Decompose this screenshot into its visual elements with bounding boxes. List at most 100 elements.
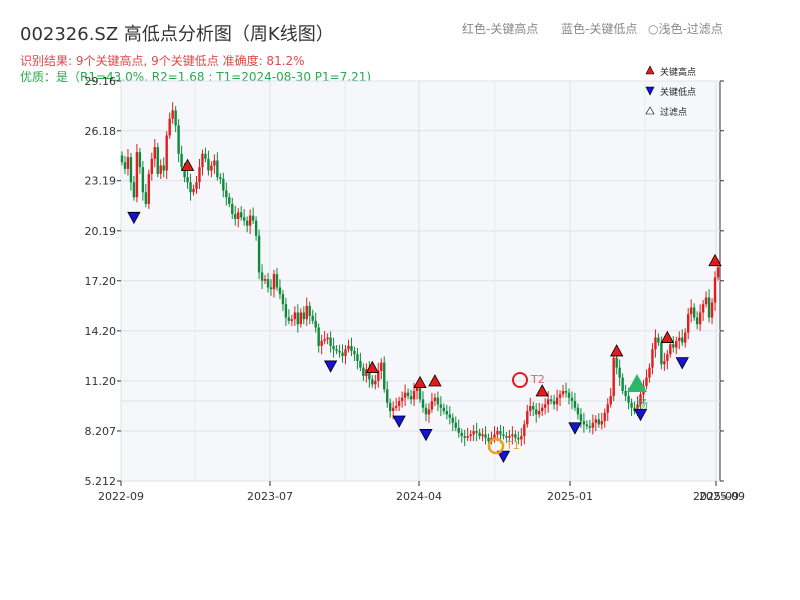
candle-body	[687, 314, 690, 333]
candle-body	[523, 424, 526, 437]
y-tick-label: 29.16	[85, 75, 117, 88]
candle-body	[716, 267, 720, 278]
candle-body	[576, 407, 580, 415]
key-high-marker	[428, 374, 442, 387]
candle-body	[171, 110, 174, 119]
candle-body	[177, 125, 180, 154]
candle-body	[371, 379, 374, 385]
candle-body	[240, 212, 243, 218]
candle-body	[627, 396, 630, 403]
candle-body	[526, 411, 529, 425]
key-low-marker	[675, 357, 689, 370]
candle-body	[186, 177, 189, 183]
candle-body	[180, 153, 183, 168]
candle-body	[621, 377, 624, 392]
candle-body	[290, 319, 294, 321]
candle-body	[344, 349, 347, 356]
candle-body	[639, 394, 642, 405]
candle-body	[281, 294, 285, 305]
candle-body	[189, 182, 192, 193]
candle-body	[174, 110, 177, 126]
candle-body	[320, 340, 323, 346]
t2-circle	[512, 372, 528, 388]
candle-body	[418, 387, 422, 400]
candle-body	[630, 402, 633, 408]
key-low-marker	[323, 360, 338, 373]
key-low-marker	[568, 422, 582, 435]
candle-body	[147, 173, 151, 204]
legend-high-icon	[645, 65, 655, 75]
candle-body	[546, 399, 550, 405]
candle-body	[219, 177, 222, 179]
candle-body	[493, 434, 496, 438]
y-tick-label: 11.20	[85, 375, 117, 388]
candle-body	[308, 305, 311, 316]
candle-body	[257, 235, 261, 273]
y-tick-label: 20.19	[85, 225, 117, 238]
y-tick-label: 23.19	[85, 175, 117, 188]
candle-body	[305, 305, 308, 320]
candle-body	[374, 380, 377, 385]
candle-body	[484, 434, 487, 438]
candle-body	[573, 401, 577, 408]
candle-body	[609, 396, 612, 405]
candle-body	[314, 320, 317, 328]
candle-body	[403, 392, 407, 398]
breakout-label: 场	[637, 397, 648, 411]
candle-body	[678, 337, 681, 341]
candle-body	[126, 157, 130, 169]
candle-body	[353, 350, 356, 355]
candle-body	[648, 367, 651, 378]
key-low-marker	[127, 211, 141, 225]
candle-body	[660, 342, 663, 365]
candle-body	[532, 406, 535, 410]
candle-body	[689, 307, 693, 315]
candle-body	[704, 297, 708, 305]
candle-body	[299, 312, 302, 325]
candle-body	[406, 392, 410, 397]
candle-body	[415, 387, 419, 392]
key-low-marker	[419, 429, 433, 442]
candle-body	[472, 431, 475, 435]
candle-body	[350, 345, 353, 351]
candle-body	[162, 165, 165, 171]
candle-body	[144, 192, 148, 204]
x-tick-label: 2023-07	[247, 490, 293, 503]
candle-body	[156, 147, 159, 174]
y-tick-label: 5.212	[85, 475, 117, 488]
candle-body	[386, 389, 389, 403]
key-high-marker	[535, 384, 549, 397]
x-tick-label: 2025-01	[547, 490, 593, 503]
candle-body	[183, 167, 186, 178]
candle-body	[409, 396, 413, 400]
candle-body	[564, 391, 568, 393]
t1-circle	[487, 437, 505, 455]
candle-body	[207, 158, 210, 171]
candle-body	[192, 188, 195, 193]
candle-body	[555, 397, 559, 405]
candle-body	[505, 436, 508, 438]
candle-body	[275, 274, 279, 288]
candle-body	[436, 397, 440, 405]
candlesticks	[120, 102, 720, 450]
candle-body	[612, 357, 615, 397]
candle-body	[287, 317, 291, 321]
candle-body	[397, 401, 401, 407]
candle-body	[135, 152, 139, 198]
candle-body	[231, 203, 234, 214]
candle-body	[225, 190, 228, 198]
candle-body	[529, 406, 532, 412]
candle-body	[165, 135, 168, 171]
key-low-marker	[496, 450, 511, 463]
candle-body	[254, 220, 258, 236]
chart-title: 002326.SZ 高低点分析图（周K线图）	[20, 24, 334, 45]
candle-body	[448, 414, 451, 418]
candle-body	[266, 279, 270, 288]
result-summary: 识别结果: 9个关键高点, 9个关键低点 准确度: 81.2%	[20, 54, 305, 68]
candle-body	[600, 421, 603, 425]
x-tick-label: 2022-09	[98, 490, 144, 503]
candle-body	[237, 212, 240, 219]
candle-body	[636, 404, 639, 412]
candle-body	[234, 213, 237, 219]
t1-label: T1	[505, 439, 520, 452]
